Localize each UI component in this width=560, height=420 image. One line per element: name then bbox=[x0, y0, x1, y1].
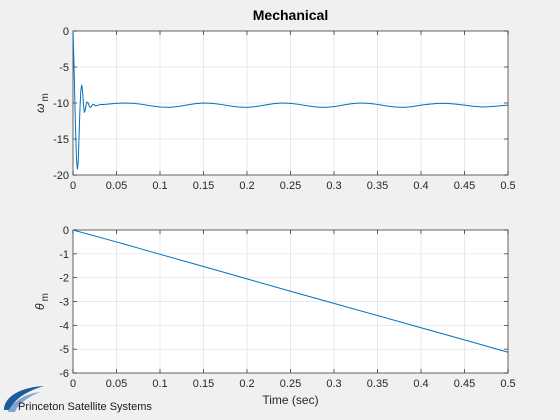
chart1-ylabel: θm bbox=[33, 293, 51, 310]
logo-swoosh-icon bbox=[4, 386, 44, 410]
chart1-series-line bbox=[72, 229, 509, 353]
chart0-ytick-label: -15 bbox=[53, 134, 69, 146]
chart1-ytick-label: -1 bbox=[59, 249, 69, 261]
chart1-ytick-label: -3 bbox=[59, 297, 69, 309]
chart0-xtick-label: 0.1 bbox=[152, 180, 167, 192]
chart1-xtick-label: 0.3 bbox=[326, 378, 341, 390]
chart1-xtick-label: 0.2 bbox=[239, 378, 254, 390]
chart0-xtick-label: 0.05 bbox=[106, 180, 127, 192]
chart1-ytick-label: -5 bbox=[59, 344, 69, 356]
chart1-ytick-label: -6 bbox=[59, 368, 69, 380]
chart1-xtick-label: 0.15 bbox=[193, 378, 214, 390]
chart0-xtick-label: 0.3 bbox=[326, 180, 341, 192]
chart0-xtick-label: 0.15 bbox=[193, 180, 214, 192]
chart0-xtick-label: 0.2 bbox=[239, 180, 254, 192]
chart0-ytick-label: -10 bbox=[53, 98, 69, 110]
chart0-ylabel: ωm bbox=[33, 93, 51, 113]
chart0-xtick-label: 0.45 bbox=[454, 180, 475, 192]
chart1-xtick-label: 0.5 bbox=[500, 378, 515, 390]
theta-axes: 0 0.05 0.1 0.15 0.2 0.25 0.3 0.35 0.4 0.45 0.5 0 -1 -… bbox=[33, 225, 516, 407]
chart0-xtick-label: 0.25 bbox=[280, 180, 301, 192]
chart0-ytick-label: 0 bbox=[63, 26, 69, 38]
chart0-xtick-label: 0 bbox=[70, 180, 76, 192]
chart0-ytick-label: -20 bbox=[53, 170, 69, 182]
chart1-xtick-label: 0.25 bbox=[280, 378, 301, 390]
chart1-xtick-label: 0.05 bbox=[106, 378, 127, 390]
chart0-title: Mechanical bbox=[253, 7, 328, 23]
chart0-xtick-label: 0.5 bbox=[500, 180, 515, 192]
logo-swoosh-accent-icon bbox=[8, 392, 40, 412]
chart1-xtick-label: 0 bbox=[70, 378, 76, 390]
chart1-xtick-label: 0.45 bbox=[454, 378, 475, 390]
chart1-ytick-label: -4 bbox=[59, 320, 69, 332]
chart1-xtick-label: 0.4 bbox=[413, 378, 428, 390]
chart1-xtick-label: 0.1 bbox=[152, 378, 167, 390]
chart0-series-line bbox=[72, 30, 509, 170]
chart1-ytick-label: 0 bbox=[63, 225, 69, 237]
chart1-ytick-label: -2 bbox=[59, 273, 69, 285]
chart0-xtick-label: 0.4 bbox=[413, 180, 428, 192]
omega-axes: 0 0.05 0.1 0.15 0.2 0.25 0.3 0.35 0.4 0.45 0.5 0 -5 -… bbox=[33, 7, 516, 192]
chart0-ytick-label: -5 bbox=[59, 62, 69, 74]
chart1-xlabel: Time (sec) bbox=[262, 393, 318, 407]
psss-logo: Princeton Satellite Systems bbox=[4, 386, 152, 413]
logo-text: Princeton Satellite Systems bbox=[18, 401, 152, 413]
chart1-xtick-label: 0.35 bbox=[367, 378, 388, 390]
chart0-xtick-label: 0.35 bbox=[367, 180, 388, 192]
